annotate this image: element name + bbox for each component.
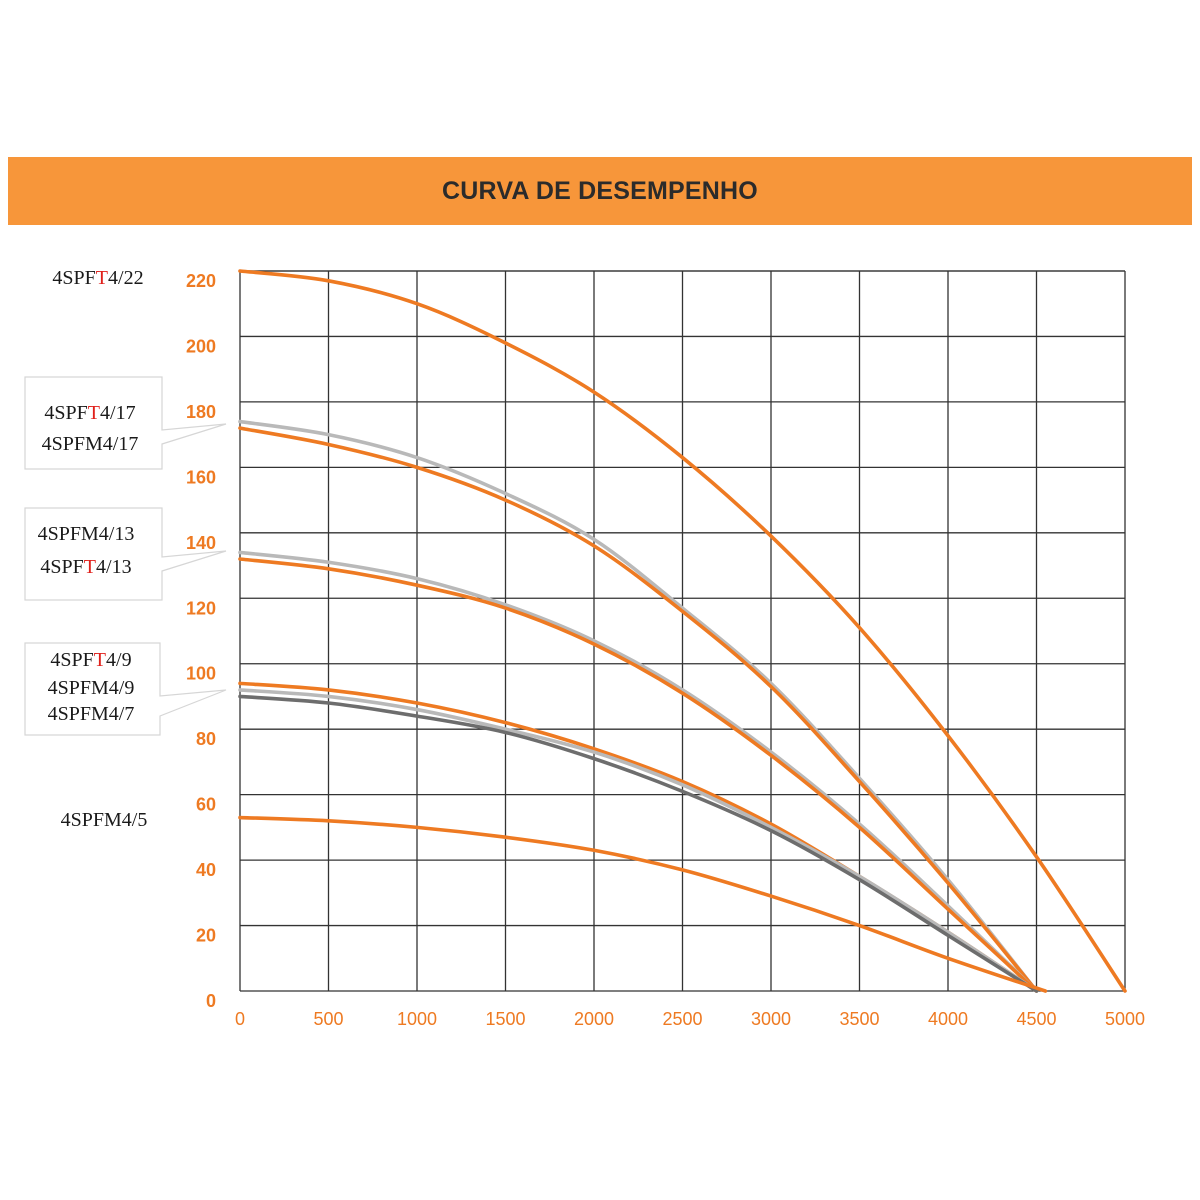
y-tick-label: 200 — [186, 336, 216, 356]
grid — [239, 270, 1126, 992]
x-tick-label: 4500 — [1016, 1009, 1056, 1029]
x-tick-label: 5000 — [1105, 1009, 1145, 1029]
legend-label: 4SPFM4/17 — [42, 433, 139, 455]
series-line — [238, 557, 1039, 993]
legend-label: 4SPFT4/13 — [40, 556, 131, 578]
y-tick-label: 160 — [186, 467, 216, 487]
legend-label-part: 4/22 — [108, 267, 144, 289]
y-tick-label: 0 — [206, 991, 216, 1011]
legend-label-highlight: T — [84, 556, 96, 578]
x-tick-label: 2500 — [662, 1009, 702, 1029]
y-tick-label: 60 — [196, 795, 216, 815]
legend-label-part: 4SPF — [50, 649, 93, 671]
x-tick-label: 4000 — [928, 1009, 968, 1029]
legend-label: 4SPFM4/13 — [38, 523, 135, 545]
legend-label-part: 4SPFM4/9 — [48, 677, 135, 699]
legend-g13: 4SPFM4/13 4SPFT4/13 — [24, 507, 227, 601]
legend-label-part: 4/9 — [106, 649, 132, 671]
legend-label-highlight: T — [94, 649, 106, 671]
legend-callout — [24, 376, 227, 470]
legend-label-part: 4/17 — [100, 402, 136, 424]
series-line — [238, 426, 1039, 993]
series-line — [238, 269, 1127, 993]
legend-g9: 4SPFT4/9 4SPFM4/9 4SPFM4/7 — [24, 642, 227, 736]
legend-label-part: 4/13 — [96, 556, 132, 578]
legend-label: 4SPFT4/22 — [52, 267, 143, 289]
legend-label-highlight: T — [88, 402, 100, 424]
legend-label-highlight: T — [96, 267, 108, 289]
x-tick-label: 3500 — [839, 1009, 879, 1029]
x-tick-label: 1500 — [485, 1009, 525, 1029]
legend-label: 4SPFM4/5 — [61, 809, 148, 831]
legend-label-part: 4SPFM4/17 — [42, 433, 139, 455]
x-tick-label: 3000 — [751, 1009, 791, 1029]
legend-label: 4SPFM4/7 — [48, 703, 135, 725]
legend-label-part: 4SPFM4/13 — [38, 523, 135, 545]
y-tick-label: 100 — [186, 664, 216, 684]
chart-title: CURVA DE DESEMPENHO — [442, 176, 758, 205]
legend-g22: 4SPFT4/22 — [52, 267, 143, 289]
series-line — [238, 694, 1039, 993]
series-line — [238, 815, 1048, 993]
x-tick-label: 500 — [313, 1009, 343, 1029]
legend-label-part: 4SPF — [52, 267, 95, 289]
series-line — [238, 419, 1039, 993]
header-bar: CURVA DE DESEMPENHO — [8, 157, 1192, 225]
y-tick-label: 80 — [196, 729, 216, 749]
legend-label: 4SPFT4/17 — [44, 402, 135, 424]
legend-label-part: 4SPFM4/5 — [61, 809, 148, 831]
legend-label-part: 4SPF — [44, 402, 87, 424]
legend-callout — [24, 507, 227, 601]
y-tick-label: 140 — [186, 533, 216, 553]
x-tick-label: 1000 — [397, 1009, 437, 1029]
curves — [238, 269, 1127, 993]
series-line — [238, 550, 1039, 993]
series-line — [238, 688, 1039, 993]
legend-label: 4SPFT4/9 — [50, 649, 131, 671]
y-tick-label: 20 — [196, 926, 216, 946]
legend-callout — [24, 642, 227, 736]
legend-g5: 4SPFM4/5 — [61, 809, 148, 831]
x-tick-label: 2000 — [574, 1009, 614, 1029]
y-tick-label: 220 — [186, 271, 216, 291]
y-tick-label: 40 — [196, 860, 216, 880]
x-tick-label: 0 — [235, 1009, 245, 1029]
y-tick-label: 180 — [186, 402, 216, 422]
legend-label-part: 4SPFM4/7 — [48, 703, 135, 725]
legend-label: 4SPFM4/9 — [48, 677, 135, 699]
y-tick-label: 120 — [186, 598, 216, 618]
legend-g17: 4SPFT4/17 4SPFM4/17 — [24, 376, 227, 470]
legend-label-part: 4SPF — [40, 556, 83, 578]
